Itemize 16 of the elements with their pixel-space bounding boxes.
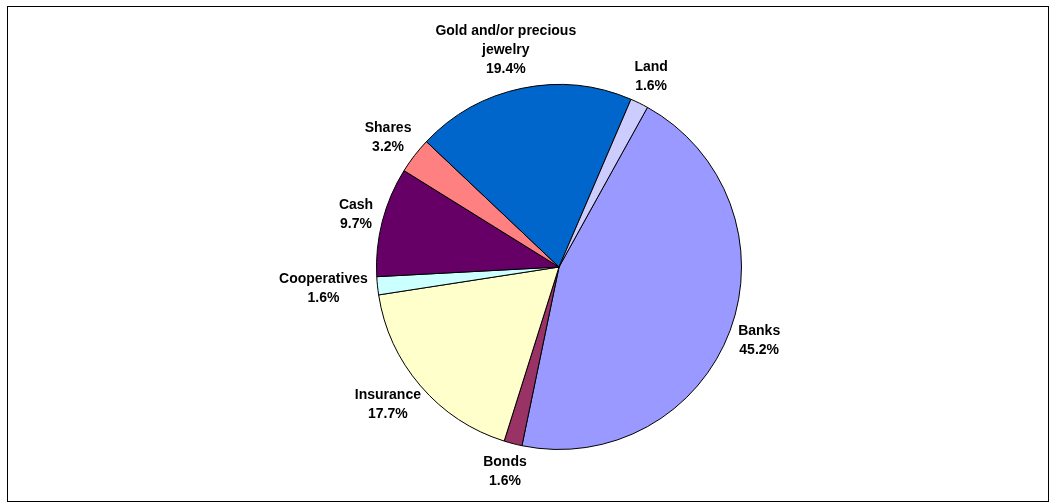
- slice-label: Bonds: [483, 453, 527, 470]
- data-label: 19.4%: [485, 60, 527, 77]
- slice-label: Gold and/or precious jewelry: [435, 22, 577, 58]
- data-label: 1.6%: [489, 472, 522, 489]
- slice-label: Shares: [364, 119, 412, 136]
- slice-label: Land: [634, 58, 668, 75]
- slice-label: Cooperatives: [279, 270, 368, 287]
- data-label: 1.6%: [635, 77, 668, 94]
- data-label: 3.2%: [372, 138, 405, 155]
- data-label: 17.7%: [368, 405, 409, 422]
- data-label: 1.6%: [307, 289, 340, 306]
- slice-label: Cash: [338, 195, 374, 212]
- slice-label: Insurance: [354, 386, 422, 403]
- slice-label: Banks: [738, 321, 781, 338]
- data-label: 45.2%: [739, 340, 780, 357]
- data-label: 9.7%: [340, 214, 373, 231]
